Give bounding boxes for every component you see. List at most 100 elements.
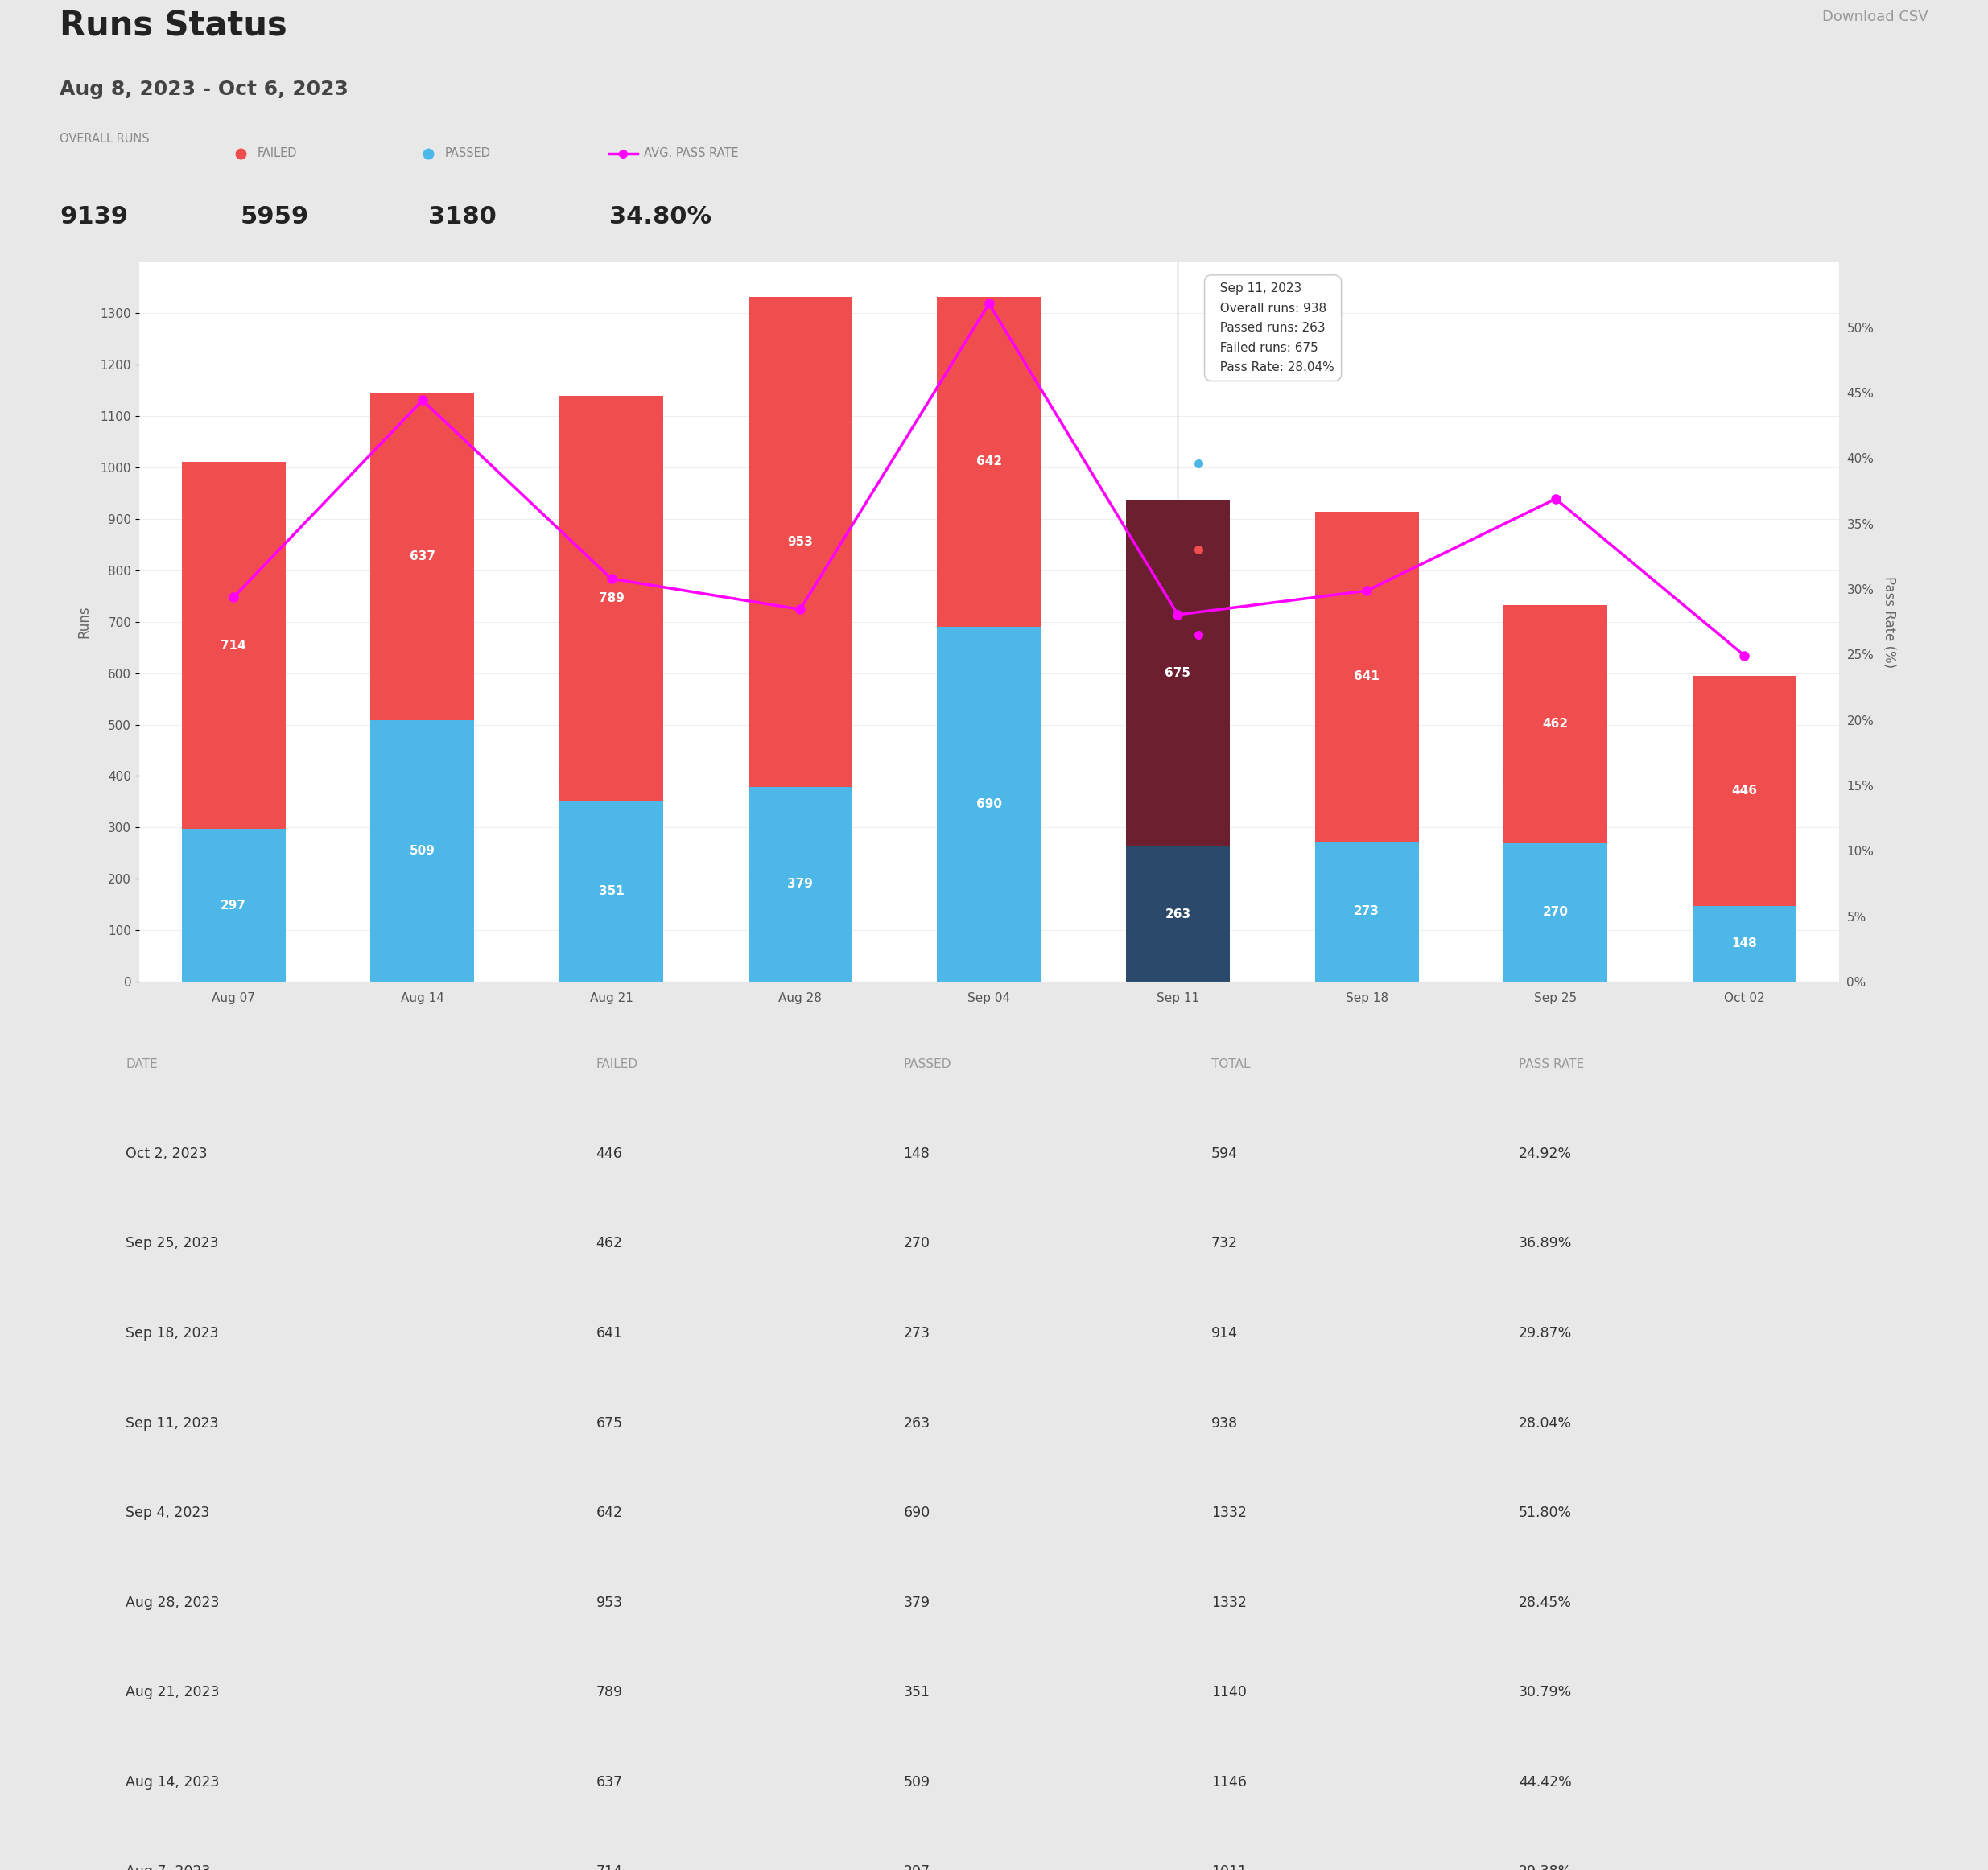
Text: 732: 732 (1211, 1236, 1239, 1251)
Text: 297: 297 (221, 899, 247, 911)
Text: 1011: 1011 (1211, 1864, 1246, 1870)
Text: 273: 273 (905, 1326, 930, 1341)
Text: TOTAL: TOTAL (1211, 1058, 1250, 1070)
Text: 28.45%: 28.45% (1519, 1595, 1573, 1610)
Text: Aug 14, 2023: Aug 14, 2023 (125, 1775, 219, 1790)
Text: Aug 28, 2023: Aug 28, 2023 (125, 1595, 219, 1610)
Text: Oct 2, 2023: Oct 2, 2023 (125, 1146, 207, 1161)
Text: 509: 509 (410, 845, 435, 856)
Text: PASSED: PASSED (905, 1058, 952, 1070)
Bar (747, 297, 853, 787)
Text: 51.80%: 51.80% (1519, 1505, 1573, 1520)
Bar (559, 396, 664, 800)
Text: 29.38%: 29.38% (1519, 1864, 1573, 1870)
Text: OVERALL RUNS: OVERALL RUNS (60, 133, 149, 146)
Text: 148: 148 (1732, 937, 1757, 950)
Text: 462: 462 (1543, 718, 1569, 729)
Text: 642: 642 (976, 456, 1002, 468)
Text: 953: 953 (787, 537, 813, 548)
Text: 1146: 1146 (1211, 1775, 1246, 1790)
Text: AVG. PASS RATE: AVG. PASS RATE (644, 148, 740, 159)
Text: 446: 446 (1732, 785, 1757, 797)
Bar (747, 787, 853, 982)
Y-axis label: Runs: Runs (78, 606, 91, 638)
Text: FAILED: FAILED (256, 148, 296, 159)
Text: 297: 297 (905, 1864, 930, 1870)
Text: 379: 379 (787, 879, 813, 890)
Text: 714: 714 (596, 1864, 622, 1870)
Text: Aug 7, 2023: Aug 7, 2023 (125, 1864, 211, 1870)
Text: PASSED: PASSED (445, 148, 491, 159)
Text: PASS RATE: PASS RATE (1519, 1058, 1584, 1070)
Text: 34.80%: 34.80% (608, 206, 712, 228)
Text: 594: 594 (1211, 1146, 1239, 1161)
Text: 5959: 5959 (241, 206, 310, 228)
Bar (181, 462, 286, 828)
Text: 3180: 3180 (427, 206, 497, 228)
Text: 270: 270 (905, 1236, 930, 1251)
Text: 379: 379 (905, 1595, 930, 1610)
Text: 29.87%: 29.87% (1519, 1326, 1573, 1341)
Bar (370, 720, 475, 982)
Text: FAILED: FAILED (596, 1058, 638, 1070)
Text: 9139: 9139 (60, 206, 127, 228)
Text: Sep 11, 2023: Sep 11, 2023 (125, 1416, 219, 1431)
Bar (1125, 499, 1231, 847)
Text: 263: 263 (1165, 909, 1191, 920)
Bar (936, 626, 1042, 982)
Text: 273: 273 (1354, 905, 1380, 918)
Text: 30.79%: 30.79% (1519, 1685, 1573, 1700)
Text: 351: 351 (905, 1685, 930, 1700)
Text: 675: 675 (596, 1416, 622, 1431)
Text: Sep 18, 2023: Sep 18, 2023 (125, 1326, 219, 1341)
Text: 351: 351 (598, 886, 624, 898)
Y-axis label: Pass Rate (%): Pass Rate (%) (1883, 576, 1897, 668)
Text: Aug 21, 2023: Aug 21, 2023 (125, 1685, 219, 1700)
Text: 714: 714 (221, 640, 247, 651)
Text: DATE: DATE (125, 1058, 157, 1070)
Bar (1314, 842, 1419, 982)
Text: 641: 641 (1354, 671, 1380, 683)
Text: 789: 789 (596, 1685, 622, 1700)
Text: 44.42%: 44.42% (1519, 1775, 1573, 1790)
Text: 637: 637 (410, 550, 435, 563)
Text: 914: 914 (1211, 1326, 1239, 1341)
Text: 690: 690 (976, 798, 1002, 810)
Bar (370, 393, 475, 720)
Text: 637: 637 (596, 1775, 622, 1790)
Text: 28.04%: 28.04% (1519, 1416, 1573, 1431)
Text: 690: 690 (905, 1505, 930, 1520)
Text: Download CSV: Download CSV (1823, 9, 1928, 24)
Text: Sep 11, 2023
  Overall runs: 938
  Passed runs: 263
  Failed runs: 675
  Pass Ra: Sep 11, 2023 Overall runs: 938 Passed ru… (1213, 282, 1334, 374)
Bar (1692, 905, 1797, 982)
Bar (1503, 606, 1608, 843)
Text: 1140: 1140 (1211, 1685, 1246, 1700)
Text: 675: 675 (1165, 668, 1191, 679)
Text: Sep 25, 2023: Sep 25, 2023 (125, 1236, 219, 1251)
Text: 641: 641 (596, 1326, 622, 1341)
Text: 148: 148 (905, 1146, 930, 1161)
Text: 263: 263 (905, 1416, 930, 1431)
Text: 953: 953 (596, 1595, 622, 1610)
Bar (1125, 847, 1231, 982)
Text: Aug 8, 2023 - Oct 6, 2023: Aug 8, 2023 - Oct 6, 2023 (60, 80, 348, 99)
Text: 462: 462 (596, 1236, 622, 1251)
Text: 642: 642 (596, 1505, 622, 1520)
Text: 1332: 1332 (1211, 1505, 1246, 1520)
Text: 446: 446 (596, 1146, 622, 1161)
Bar (1503, 843, 1608, 982)
Text: 509: 509 (905, 1775, 930, 1790)
Bar (936, 297, 1042, 626)
Bar (181, 828, 286, 982)
Bar (1314, 512, 1419, 842)
Text: 270: 270 (1543, 907, 1569, 918)
Text: Runs Status: Runs Status (60, 9, 286, 43)
Text: 36.89%: 36.89% (1519, 1236, 1573, 1251)
Text: 1332: 1332 (1211, 1595, 1246, 1610)
Text: 789: 789 (598, 593, 624, 604)
Text: 938: 938 (1211, 1416, 1239, 1431)
Bar (1692, 677, 1797, 905)
Text: Sep 4, 2023: Sep 4, 2023 (125, 1505, 209, 1520)
Text: 24.92%: 24.92% (1519, 1146, 1573, 1161)
Bar (559, 800, 664, 982)
